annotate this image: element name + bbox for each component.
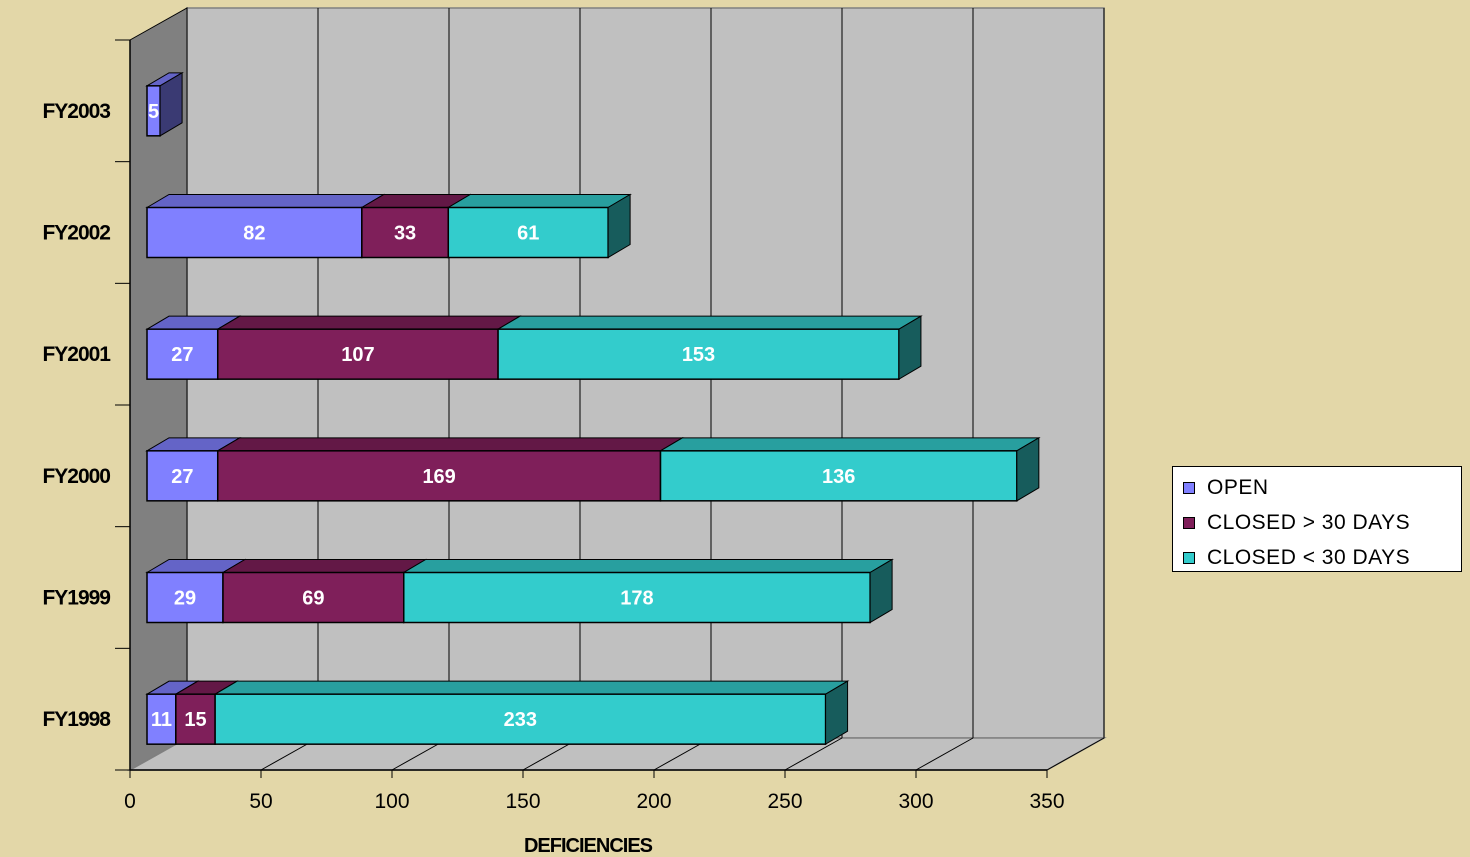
legend-item-open: OPEN bbox=[1183, 470, 1461, 505]
category-label-fy2001: FY2001 bbox=[42, 343, 111, 366]
data-label-fy2002-2: 61 bbox=[517, 223, 539, 245]
x-axis-title: DEFICIENCIES bbox=[524, 835, 653, 857]
data-label-fy2001-1: 107 bbox=[341, 344, 374, 366]
data-label-fy1998-1: 15 bbox=[184, 709, 206, 731]
bar-fy1999-0 bbox=[145, 558, 247, 624]
legend-label-open: OPEN bbox=[1207, 475, 1269, 499]
bar-fy2002-2 bbox=[446, 193, 632, 259]
data-label-fy2002-1: 33 bbox=[394, 223, 416, 245]
bar-side-fy1999-2 bbox=[869, 558, 893, 624]
data-label-fy1998-2: 233 bbox=[504, 709, 537, 731]
bar-side-fy2002-2 bbox=[607, 193, 631, 259]
bar-fy2001-2 bbox=[496, 315, 923, 381]
bar-front-fy2002-0 bbox=[146, 206, 363, 259]
bar-top-fy1998-2 bbox=[213, 680, 850, 695]
floor-gridline-350 bbox=[1046, 737, 1105, 771]
x-tick-label-200: 200 bbox=[636, 790, 671, 813]
bar-side-fy1998-2 bbox=[825, 680, 849, 746]
axes: FY2003 FY2002 FY2001 FY2000 FY1999 FY1998 0 50 1… bbox=[42, 39, 1065, 813]
bar-top-fy1999-1 bbox=[221, 559, 428, 573]
category-label-fy1998: FY1998 bbox=[42, 708, 111, 731]
data-label-fy2003-0: 5 bbox=[148, 101, 159, 123]
bar-front-fy2000-0 bbox=[146, 450, 219, 502]
bar-top-fy1999-2 bbox=[401, 559, 894, 573]
bar-front-fy2002-1 bbox=[361, 206, 450, 259]
data-label-fy2000-2: 136 bbox=[822, 466, 855, 488]
data-label-fy2002-0: 82 bbox=[243, 223, 265, 245]
bar-fy2000-2 bbox=[658, 436, 1041, 502]
bar-front-fy2000-1 bbox=[216, 450, 662, 502]
legend-label-closed-under-30: CLOSED < 30 DAYS bbox=[1207, 545, 1411, 569]
bar-side-fy2003-0 bbox=[159, 71, 183, 137]
bar-front-fy2002-2 bbox=[447, 206, 609, 259]
bar-top-fy2001-2 bbox=[496, 315, 923, 330]
legend: OPEN CLOSED > 30 DAYS CLOSED < 30 DAYS bbox=[1172, 466, 1462, 572]
bar-fy1999-2 bbox=[401, 558, 894, 624]
data-label-fy1999-1: 69 bbox=[302, 588, 324, 610]
x-tick-label-350: 350 bbox=[1029, 790, 1064, 813]
bar-top-fy2002-2 bbox=[446, 194, 632, 208]
floor-gridline-300 bbox=[915, 737, 974, 771]
bars-group bbox=[145, 71, 1041, 746]
x-tick-label-100: 100 bbox=[374, 790, 409, 813]
bar-top-fy2000-1 bbox=[215, 437, 685, 452]
bar-fy2000-1 bbox=[215, 436, 685, 502]
category-label-fy2002: FY2002 bbox=[42, 222, 110, 245]
bar-side-fy2001-2 bbox=[898, 315, 922, 381]
data-label-fy2000-1: 169 bbox=[422, 466, 455, 488]
bar-front-fy1999-0 bbox=[146, 571, 224, 624]
x-tick-label-300: 300 bbox=[898, 790, 933, 813]
legend-item-closed-under-30: CLOSED < 30 DAYS bbox=[1183, 540, 1461, 575]
bar-side-fy2000-2 bbox=[1016, 436, 1040, 502]
category-label-fy1999: FY1999 bbox=[42, 587, 110, 610]
bar-fy1998-2 bbox=[213, 680, 850, 746]
category-label-fy2000: FY2000 bbox=[42, 465, 110, 488]
bar-top-fy2001-1 bbox=[215, 315, 522, 330]
category-label-fy2003: FY2003 bbox=[42, 100, 110, 123]
legend-item-closed-over-30: CLOSED > 30 DAYS bbox=[1183, 505, 1461, 540]
legend-label-closed-over-30: CLOSED > 30 DAYS bbox=[1207, 510, 1411, 534]
data-label-fy2000-0: 27 bbox=[171, 466, 193, 488]
legend-swatch-closed-over-30 bbox=[1183, 516, 1195, 529]
bar-front-fy2000-2 bbox=[659, 450, 1018, 502]
chart-walls bbox=[127, 7, 1107, 771]
bar-top-fy2002-0 bbox=[145, 194, 386, 208]
data-label-fy2001-2: 153 bbox=[682, 344, 715, 366]
data-label-fy1998-0: 11 bbox=[151, 709, 172, 731]
floor-gridline-250 bbox=[784, 737, 843, 771]
x-tick-label-150: 150 bbox=[505, 790, 540, 813]
bar-front-fy1998-1 bbox=[175, 693, 216, 745]
x-tick-label-250: 250 bbox=[767, 790, 802, 813]
x-tick-label-0: 0 bbox=[124, 790, 136, 813]
bar-top-fy2000-2 bbox=[658, 437, 1041, 452]
bar-fy2003-0 bbox=[145, 71, 184, 137]
bar-front-fy1998-0 bbox=[146, 693, 177, 745]
x-tick-label-50: 50 bbox=[249, 790, 272, 813]
data-label-fy1999-0: 29 bbox=[174, 588, 196, 610]
data-labels: 5 82 33 61 27 107 153 27 169 136 29 69 178 11 15 233 bbox=[148, 101, 855, 731]
data-label-fy1999-2: 178 bbox=[620, 588, 653, 610]
legend-swatch-open bbox=[1183, 481, 1195, 494]
legend-swatch-closed-under-30 bbox=[1183, 551, 1195, 564]
bar-front-fy1998-2 bbox=[214, 693, 827, 745]
data-label-fy2001-0: 27 bbox=[171, 344, 193, 366]
